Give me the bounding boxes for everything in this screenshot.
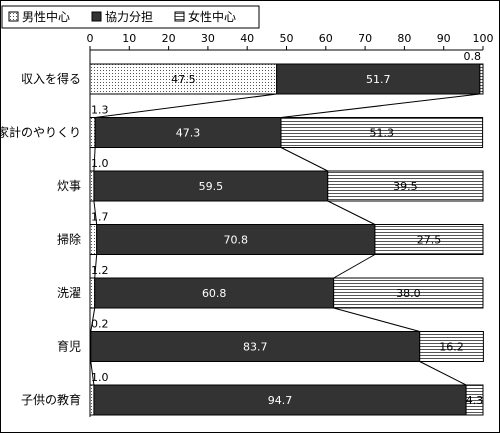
data-label: 1.2 [91, 264, 109, 277]
bar-segment [333, 277, 484, 309]
connector-line [90, 307, 96, 332]
data-label: 83.7 [243, 341, 268, 354]
data-label: 47.5 [171, 73, 196, 86]
data-label: 70.8 [224, 234, 249, 247]
category-label: 掃除 [57, 232, 81, 247]
x-tick-label: 60 [319, 32, 333, 45]
data-label: 4.3 [466, 394, 484, 407]
bar-segment [374, 224, 484, 255]
data-label: 51.7 [366, 73, 391, 86]
bar-segment [479, 63, 484, 95]
data-label: 60.8 [202, 287, 227, 300]
connector-line [94, 254, 98, 279]
legend-label-3: 女性中心 [188, 9, 236, 24]
category-label: 子供の教育 [21, 392, 81, 407]
bar-segment [93, 170, 329, 202]
connector-line [333, 254, 376, 279]
x-tick-label: 70 [358, 32, 372, 45]
connector-line [333, 307, 420, 332]
data-label: 1.7 [91, 211, 109, 224]
data-label: 0.8 [464, 50, 482, 63]
legend-swatch-2 [91, 11, 102, 22]
data-label: 16.2 [439, 341, 464, 354]
x-tick-label: 100 [473, 32, 494, 45]
bar-segment [94, 277, 335, 309]
connector-line [90, 361, 95, 386]
bar-segment [280, 117, 484, 148]
connector-line [95, 93, 277, 118]
data-label: 47.3 [176, 127, 201, 140]
legend-box [1, 5, 260, 29]
data-label: 27.5 [417, 234, 442, 247]
x-tick-label: 0 [87, 32, 94, 45]
data-label: 39.5 [393, 180, 418, 193]
legend-swatch-1 [8, 11, 19, 22]
connector-line [280, 147, 328, 172]
bar-segment [276, 63, 481, 95]
bar-segment [89, 63, 278, 95]
x-tick-label: 20 [162, 32, 176, 45]
data-label: 51.3 [370, 127, 395, 140]
x-tick-label: 30 [201, 32, 215, 45]
bar-segment [419, 331, 484, 362]
category-label: 炊事 [57, 179, 81, 193]
bar-segment [89, 170, 95, 202]
data-label: 94.7 [268, 394, 293, 407]
bar-segment [93, 384, 467, 416]
bar-segment [89, 117, 96, 148]
x-tick-label: 80 [397, 32, 411, 45]
data-label: 0.2 [91, 318, 109, 331]
legend: 男性中心 協力分担 女性中心 [1, 5, 260, 29]
connector-line [93, 147, 96, 172]
data-label: 1.0 [91, 371, 109, 384]
category-label: 家計のやりくり [1, 125, 81, 140]
connector-line [93, 200, 98, 225]
connector-line [327, 200, 376, 225]
data-label: 1.0 [91, 157, 109, 170]
bar-segment [327, 170, 484, 202]
category-label: 洗濯 [57, 286, 81, 300]
x-tick-label: 90 [437, 32, 451, 45]
connector-line [419, 361, 467, 386]
legend-label-2: 協力分担 [105, 9, 153, 24]
category-label: 育児 [57, 339, 81, 354]
connector-line [280, 93, 480, 118]
bar-segment [89, 384, 95, 416]
legend-label-1: 男性中心 [22, 9, 70, 24]
data-label: 1.3 [91, 104, 109, 117]
x-tick-label: 40 [240, 32, 254, 45]
x-tick-label: 50 [280, 32, 294, 45]
bar-segment [465, 384, 484, 416]
bar-segment [89, 224, 98, 255]
bars: 47.5 51.7 0.8 1.3 47.3 51.3 1.0 59.5 39.5 1.7 70.8… [89, 50, 484, 416]
legend-swatch-3 [174, 11, 185, 22]
connector-lines [90, 93, 480, 386]
x-tick-label: 10 [122, 32, 136, 45]
bar-segment [89, 277, 96, 309]
data-label: 59.5 [199, 180, 224, 193]
data-label: 38.0 [396, 287, 421, 300]
bar-segment [94, 117, 282, 148]
category-label: 収入を得る [21, 71, 81, 86]
